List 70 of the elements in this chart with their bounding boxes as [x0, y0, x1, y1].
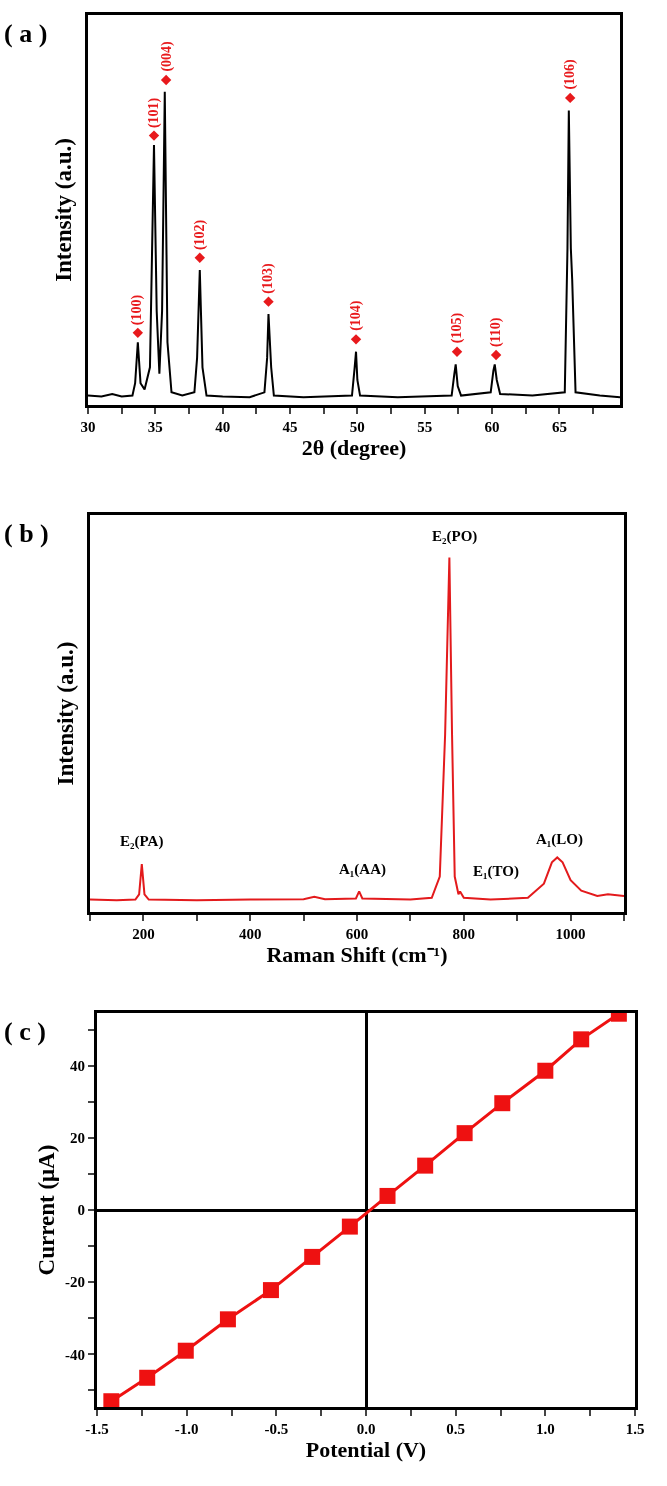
point	[177, 1342, 194, 1359]
x-axis-title: 2θ (degree)	[301, 435, 407, 460]
y-tick-label: 20	[70, 1130, 85, 1147]
annotation: (004)	[158, 40, 175, 72]
x-tick-label: 50	[349, 419, 365, 435]
y-tick-label: 40	[70, 1057, 85, 1074]
x-tick-label: 30	[80, 419, 96, 435]
point	[490, 349, 502, 361]
point	[194, 252, 205, 263]
point	[132, 327, 144, 339]
y-axis-title: Current (μA)	[34, 1144, 60, 1276]
x-tick-label: 35	[147, 419, 163, 435]
point	[139, 1369, 156, 1386]
chart-title: ( b )	[4, 519, 49, 548]
x-tick-label: -1.5	[85, 1421, 109, 1437]
x-axis-title: Potential (V)	[305, 1437, 427, 1462]
annotation: (100)	[129, 294, 146, 326]
y-tick-label: 0	[77, 1202, 85, 1219]
x-tick-label: 200	[132, 926, 155, 942]
x-tick-label: 0.0	[356, 1421, 376, 1437]
point	[494, 1095, 511, 1112]
x-tick-label: 45	[282, 419, 298, 435]
point	[573, 1031, 590, 1048]
chart-title: ( a )	[4, 19, 48, 48]
annotation: (101)	[145, 97, 162, 129]
x-tick-label: -1.0	[174, 1421, 199, 1437]
annotation: (106)	[561, 58, 578, 90]
point	[103, 1393, 120, 1407]
x-tick-label: 40	[215, 419, 231, 435]
chart-title: ( c )	[4, 1017, 46, 1046]
point	[341, 1218, 358, 1235]
point	[148, 130, 160, 141]
point	[350, 334, 362, 345]
x-tick-label: 55	[417, 419, 433, 435]
point	[417, 1157, 434, 1174]
x-tick-label: 60	[484, 419, 500, 435]
x-tick-label: 1.0	[535, 1421, 555, 1437]
x-axis-title: Raman Shift (cm⁻¹)	[266, 942, 448, 967]
y-axis-title: Intensity (a.u.)	[51, 138, 77, 282]
point	[564, 92, 576, 104]
annotation: (102)	[191, 219, 208, 251]
y-axis-title: Intensity (a.u.)	[53, 641, 79, 786]
point	[456, 1125, 473, 1142]
y-tick-label: -40	[65, 1346, 85, 1363]
x-tick-label: 1000	[555, 926, 586, 942]
annotation: E₁(TO)	[473, 863, 519, 880]
annotation: (110)	[488, 317, 505, 348]
annotation: E₂(PA)	[120, 833, 164, 850]
annotation: A₁(LO)	[536, 831, 583, 848]
text: E₂(PO)	[432, 528, 478, 545]
annotation: (103)	[260, 262, 277, 294]
x-tick-label: 600	[345, 926, 369, 942]
point	[262, 1282, 279, 1299]
x-tick-label: 800	[452, 926, 476, 942]
point	[304, 1248, 321, 1265]
annotation: A₁(AA)	[339, 861, 386, 878]
point	[219, 1311, 236, 1328]
x-tick-label: 0.5	[446, 1421, 466, 1437]
annotation: (105)	[448, 312, 465, 344]
point	[379, 1187, 396, 1204]
point	[263, 296, 274, 307]
annotation: (104)	[348, 300, 365, 331]
y-tick-label: -20	[65, 1274, 85, 1291]
point	[160, 74, 172, 86]
x-tick-label: 65	[551, 419, 567, 435]
x-tick-label: -0.5	[264, 1421, 289, 1437]
x-tick-label: 400	[238, 926, 262, 942]
point	[537, 1062, 554, 1079]
point	[451, 346, 463, 357]
x-tick-label: 1.5	[625, 1421, 645, 1437]
